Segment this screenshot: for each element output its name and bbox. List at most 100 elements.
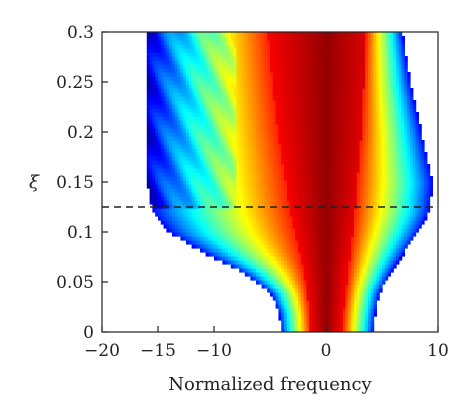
heatmap-cell	[340, 232, 344, 237]
heatmap-cell	[286, 276, 291, 281]
heatmap-cell	[270, 208, 274, 213]
heatmap-cell	[158, 108, 162, 113]
heatmap-cell	[270, 160, 274, 165]
heatmap-cell	[225, 244, 229, 249]
heatmap-cell	[306, 272, 310, 277]
heatmap-cell	[340, 260, 344, 265]
heatmap-cell	[200, 220, 204, 225]
heatmap-cell	[225, 216, 229, 221]
heatmap-cell	[398, 92, 403, 97]
heatmap-cell	[225, 208, 229, 213]
heatmap-cell	[312, 160, 316, 165]
heatmap-cell	[404, 232, 408, 237]
heatmap-cell	[303, 156, 307, 161]
heatmap-cell	[342, 180, 347, 185]
heatmap-cell	[300, 184, 305, 189]
heatmap-cell	[270, 124, 274, 129]
heatmap-cell	[261, 124, 265, 129]
heatmap-cell	[289, 316, 293, 321]
heatmap-cell	[233, 116, 237, 121]
heatmap-cell	[326, 224, 330, 229]
heatmap-cell	[250, 108, 254, 113]
heatmap-cell	[239, 164, 243, 169]
heatmap-cell	[275, 116, 279, 121]
heatmap-cell	[202, 168, 207, 173]
heatmap-cell	[306, 196, 310, 201]
heatmap-cell	[242, 248, 246, 253]
heatmap-cell	[382, 156, 386, 161]
heatmap-cell	[317, 328, 321, 332]
heatmap-cell	[426, 176, 431, 181]
heatmap-cell	[256, 168, 260, 173]
heatmap-cell	[298, 240, 302, 245]
heatmap-cell	[382, 104, 386, 109]
heatmap-cell	[208, 128, 212, 133]
heatmap-cell	[309, 312, 313, 317]
heatmap-cell	[284, 168, 288, 173]
heatmap-cell	[166, 152, 170, 157]
heatmap-cell	[177, 228, 181, 233]
heatmap-cell	[258, 164, 263, 169]
heatmap-cell	[370, 116, 375, 121]
heatmap-cell	[345, 232, 349, 237]
heatmap-cell	[401, 216, 405, 221]
heatmap-cell	[239, 192, 243, 197]
heatmap-cell	[331, 168, 335, 173]
heatmap-cell	[410, 108, 414, 113]
heatmap-cell	[407, 112, 411, 117]
heatmap-cell	[211, 100, 215, 105]
heatmap-cell	[337, 260, 341, 265]
heatmap-cell	[275, 260, 279, 265]
heatmap-cell	[317, 272, 321, 277]
heatmap-cell	[373, 184, 377, 189]
heatmap-cell	[331, 88, 335, 93]
heatmap-cell	[382, 268, 386, 273]
heatmap-cell	[376, 236, 380, 241]
heatmap-cell	[247, 232, 251, 237]
heatmap-cell	[373, 104, 377, 109]
heatmap-cell	[326, 104, 330, 109]
heatmap-cell	[368, 320, 372, 325]
heatmap-cell	[216, 132, 221, 137]
heatmap-cell	[326, 164, 330, 169]
heatmap-cell	[244, 104, 249, 109]
heatmap-cell	[368, 144, 372, 149]
heatmap-cell	[160, 132, 165, 137]
heatmap-cell	[410, 188, 414, 193]
heatmap-cell	[390, 188, 394, 193]
heatmap-cell	[239, 140, 243, 145]
heatmap-cell	[158, 152, 162, 157]
heatmap-cell	[295, 200, 299, 205]
heatmap-cell	[412, 152, 417, 157]
heatmap-cell	[244, 84, 249, 89]
heatmap-cell	[398, 172, 403, 177]
heatmap-cell	[373, 96, 377, 101]
heatmap-cell	[337, 284, 341, 289]
heatmap-cell	[230, 156, 235, 161]
heatmap-cell	[303, 144, 307, 149]
heatmap-cell	[370, 208, 375, 213]
heatmap-cell	[174, 128, 179, 133]
heatmap-cell	[356, 244, 361, 249]
heatmap-cell	[208, 148, 212, 153]
heatmap-cell	[320, 272, 324, 277]
heatmap-cell	[309, 188, 313, 193]
heatmap-cell	[191, 120, 195, 125]
heatmap-cell	[376, 200, 380, 205]
heatmap-cell	[418, 148, 422, 153]
heatmap-cell	[370, 312, 375, 317]
heatmap-cell	[314, 304, 319, 309]
heatmap-cell	[323, 120, 327, 125]
heatmap-cell	[230, 120, 235, 125]
heatmap-cell	[326, 88, 330, 93]
heatmap-cell	[334, 288, 338, 293]
heatmap-cell	[328, 80, 333, 85]
heatmap-cell	[225, 80, 229, 85]
heatmap-cell	[348, 108, 352, 113]
heatmap-cell	[342, 148, 347, 153]
heatmap-cell	[242, 108, 246, 113]
heatmap-cell	[194, 84, 198, 89]
heatmap-cell	[356, 240, 361, 245]
heatmap-cell	[172, 96, 176, 101]
heatmap-cell	[328, 208, 333, 213]
